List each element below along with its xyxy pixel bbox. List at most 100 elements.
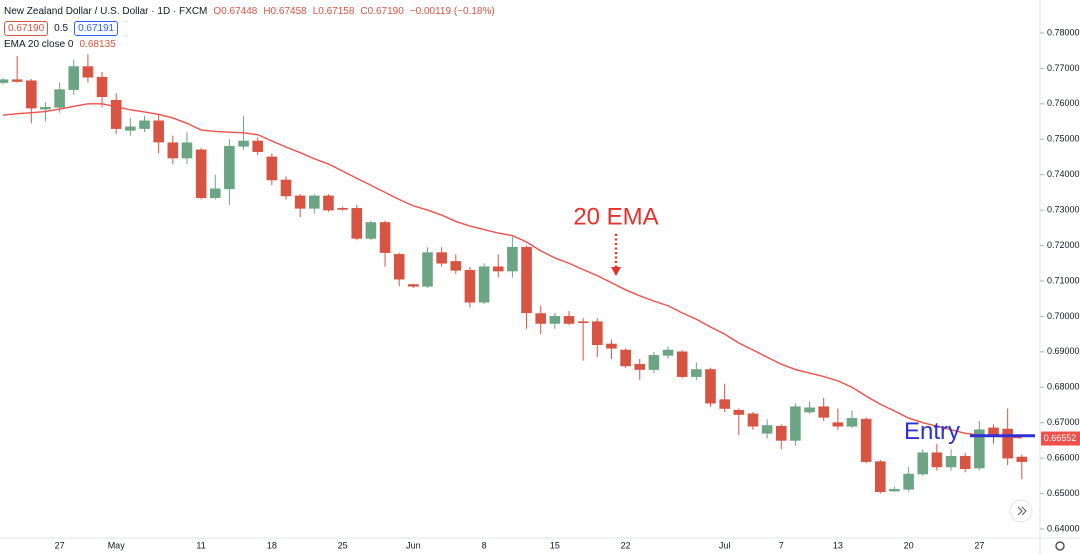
buy-button[interactable]: 0.67191 [74, 20, 119, 36]
ohlc-high: H0.67458 [263, 5, 307, 17]
candle-body [308, 195, 320, 209]
candle-body [591, 321, 603, 346]
candle-body [747, 413, 759, 427]
candle-body [549, 316, 561, 324]
candle-body [790, 406, 801, 441]
y-tick-label: 0.74000 [1047, 169, 1080, 179]
candle-body [719, 399, 730, 409]
y-tick-label: 0.76000 [1047, 98, 1080, 108]
candle-body [422, 252, 433, 287]
scroll-button[interactable] [1009, 499, 1033, 523]
ohlc-change: −0.00119 (−0.18%) [409, 5, 495, 17]
candle-body [945, 456, 957, 468]
x-tick-label: 27 [974, 540, 984, 550]
y-tick-label: 0.65000 [1047, 488, 1080, 498]
candle-body [521, 246, 532, 314]
ohlc-open: O0.67448 [213, 5, 258, 17]
candle-body [478, 266, 490, 303]
candle-body [804, 407, 815, 413]
candle-body [125, 126, 136, 131]
candle-body [775, 425, 787, 441]
candle-body [931, 452, 943, 468]
x-tick-label: 20 [904, 540, 914, 550]
candle-body [379, 222, 391, 253]
candle-body [280, 179, 292, 197]
candle-body [846, 418, 858, 427]
candle-body [563, 316, 575, 324]
ohlc-close: C0.67190 [360, 5, 404, 17]
spread: 0.5 [54, 22, 69, 34]
x-tick-label: 15 [550, 540, 560, 550]
candle-body [903, 473, 914, 490]
candle-body [68, 66, 80, 90]
candle-body [959, 456, 971, 470]
x-tick-label: 11 [196, 540, 205, 550]
candle-body [691, 369, 702, 377]
candle-body [393, 254, 405, 280]
candle-body [634, 363, 646, 370]
candle-body [337, 208, 348, 210]
x-tick-label: 18 [267, 540, 277, 550]
candle-body [181, 142, 193, 159]
candle-body [761, 425, 773, 434]
ema-line [2, 103, 1022, 439]
y-tick-label: 0.68000 [1047, 382, 1080, 392]
candle-body [450, 261, 462, 271]
y-tick-label: 0.73000 [1047, 204, 1080, 214]
candle-body [507, 246, 518, 272]
y-tick-label: 0.66000 [1047, 452, 1080, 462]
candle-body [209, 188, 221, 198]
candle-body [266, 156, 278, 181]
candle-body [818, 406, 830, 418]
y-tick-label: 0.72000 [1047, 240, 1080, 250]
y-tick-label: 0.75000 [1047, 134, 1080, 144]
candle-body [323, 195, 334, 211]
candle-body [988, 427, 999, 436]
candle-body [408, 284, 419, 287]
candle-body [889, 488, 900, 492]
y-tick-label: 0.67000 [1047, 417, 1080, 427]
price-marker-label: 0.66552 [1044, 433, 1077, 443]
candle-body [733, 409, 745, 415]
candle-body [139, 120, 150, 129]
candle-body [25, 80, 37, 109]
candle-body [464, 270, 476, 303]
candle-body [535, 313, 547, 324]
candle-body [676, 351, 688, 377]
x-tick-label: 22 [621, 540, 631, 550]
candle-body [620, 349, 631, 367]
candle-body [705, 369, 716, 404]
y-tick-label: 0.69000 [1047, 346, 1080, 356]
sell-button[interactable]: 0.67190 [4, 20, 49, 36]
y-tick-label: 0.78000 [1047, 27, 1080, 37]
candle-body [606, 343, 617, 349]
settings-icon[interactable] [1055, 541, 1065, 551]
ohlc-low: L0.67158 [312, 5, 355, 17]
candle-body [96, 76, 108, 98]
candle-body [974, 429, 985, 469]
entry-annotation: Entry [904, 418, 960, 445]
symbol-row: New Zealand Dollar / U.S. Dollar · 1D · … [4, 3, 495, 19]
candle-body [294, 195, 306, 209]
x-tick-label: May [108, 540, 126, 550]
candle-body [351, 208, 363, 239]
candle-body [648, 355, 660, 370]
candle-body [238, 140, 249, 147]
candle-body [153, 120, 164, 143]
indicator-value: 0.68135 [79, 38, 116, 50]
x-tick-label: 25 [338, 540, 348, 550]
indicator-label: EMA 20 close 0 [4, 38, 74, 50]
candle-body [195, 149, 207, 198]
candle-body [11, 79, 23, 82]
annotation-arrowhead [611, 267, 621, 276]
candle-body [1016, 456, 1028, 462]
trade-row: 0.67190 0.5 0.67191 [4, 20, 495, 36]
candle-body [365, 222, 377, 239]
candle-body [40, 107, 51, 110]
y-tick-label: 0.77000 [1047, 63, 1080, 73]
x-tick-label: 13 [833, 540, 843, 550]
y-tick-label: 0.71000 [1047, 275, 1080, 285]
candle-body [252, 140, 263, 152]
candle-body [577, 321, 589, 323]
